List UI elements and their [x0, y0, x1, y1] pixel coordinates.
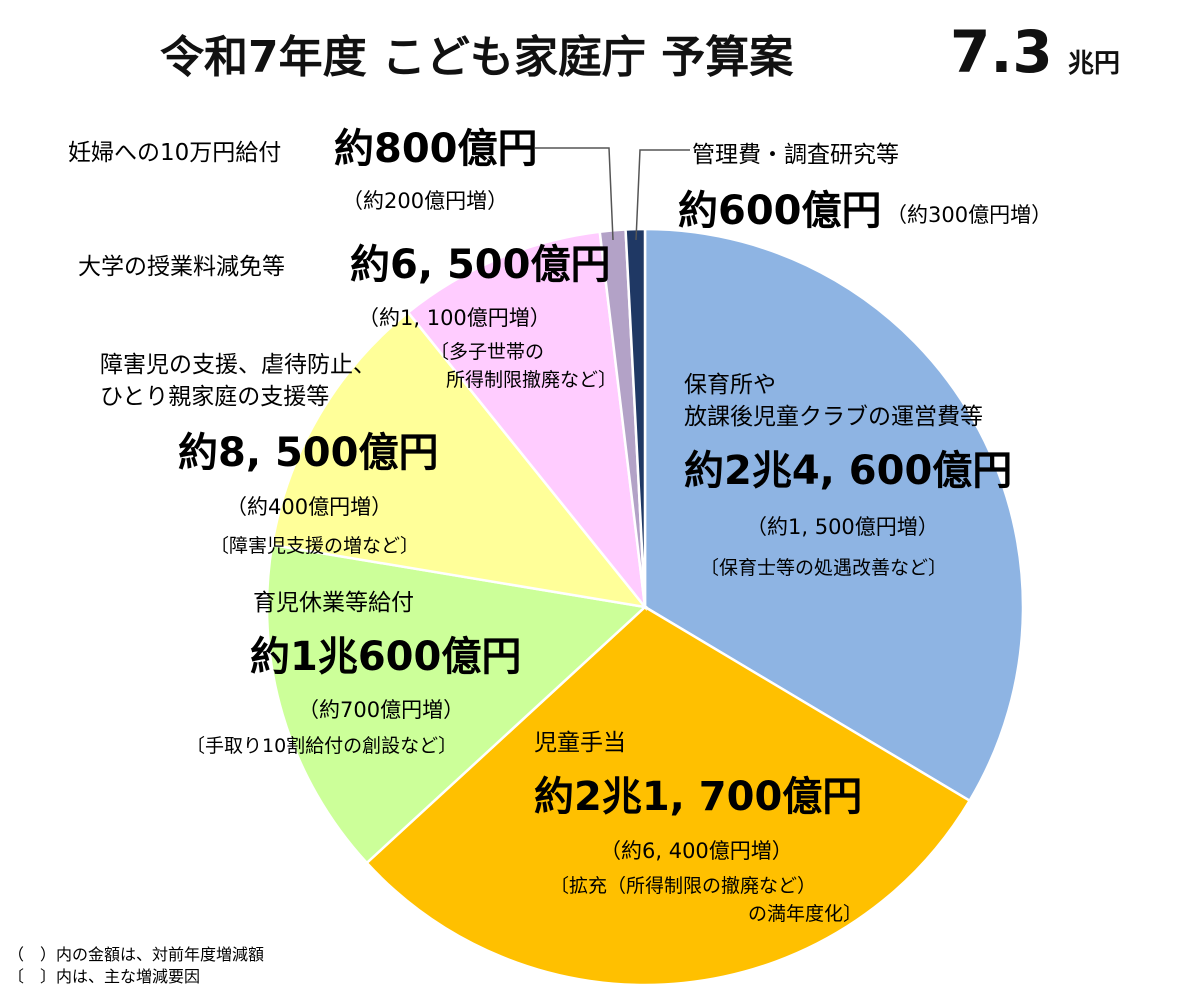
pie-slice-6: [624, 227, 647, 608]
slice-amount: 約600億円: [678, 188, 882, 234]
slice-change: （約1, 100億円増）: [358, 306, 551, 330]
slice-amount: 約800億円: [334, 126, 538, 172]
label-group-university: 大学の授業料減免等 約6, 500億円 （約1, 100億円増） 〔多子世帯の …: [78, 242, 617, 391]
slice-change: （約200億円増）: [342, 189, 508, 213]
slice-label-line: 妊婦への10万円給付: [68, 140, 281, 166]
leader-line-maternity: [535, 147, 614, 241]
pie-slice-1: [365, 605, 972, 987]
slice-change: （約400億円増）: [226, 495, 392, 519]
slice-label-line: 児童手当: [534, 730, 626, 756]
label-group-maternity: 妊婦への10万円給付 約800億円 （約200億円増）: [68, 126, 538, 213]
label-group-parental-leave: 育児休業等給付 約1兆600億円 （約700億円増） 〔手取り10割給付の創設な…: [186, 590, 521, 757]
leader-line-admin: [635, 149, 690, 241]
chart-total-value: 7.3: [950, 18, 1053, 86]
pie-slice-4: [406, 230, 647, 612]
pie-slices: [265, 227, 1025, 987]
label-group-child-allowance: 児童手当 約2兆1, 700億円 （約6, 400億円増） 〔拡充（所得制限の撤…: [534, 730, 862, 925]
pie-slice-0: [643, 227, 1025, 803]
label-group-disability-support: 障害児の支援、虐待防止、 ひとり親家庭の支援等 約8, 500億円 （約400億…: [100, 352, 438, 557]
slice-reason: 〔保育士等の処遇改善など〕: [700, 557, 947, 579]
label-group-childcare: 保育所や 放課後児童クラブの運営費等 約2兆4, 600億円 （約1, 500億…: [684, 372, 1012, 579]
slice-amount: 約2兆4, 600億円: [684, 448, 1012, 494]
slice-label-line: ひとり親家庭の支援等: [100, 384, 329, 410]
slice-reason: 所得制限撤廃など〕: [446, 369, 617, 391]
slice-label-line: 保育所や: [684, 372, 776, 398]
slice-amount: 約6, 500億円: [350, 242, 610, 288]
pie-slice-2: [265, 543, 648, 865]
slice-amount: 約8, 500億円: [178, 430, 438, 476]
slice-change: （約300億円増）: [886, 203, 1052, 227]
slice-amount: 約2兆1, 700億円: [534, 774, 862, 820]
slice-reason: 〔障害児支援の増など〕: [210, 535, 419, 557]
pie-slice-3: [270, 310, 649, 609]
label-group-admin: 管理費・調査研究等 約600億円 （約300億円増）: [678, 142, 1052, 234]
footnote-amount: （ ）内の金額は、対前年度増減額: [8, 945, 264, 964]
slice-reason: 〔手取り10割給付の創設など〕: [186, 735, 457, 757]
slice-amount: 約1兆600億円: [250, 634, 521, 680]
slice-reason: 〔拡充（所得制限の撤廃など）: [550, 875, 816, 897]
slice-reason: の満年度化〕: [748, 903, 862, 925]
slice-label-line: 管理費・調査研究等: [692, 142, 899, 168]
slice-label-line: 育児休業等給付: [253, 590, 414, 616]
chart-total-unit: 兆円: [1068, 49, 1120, 79]
slice-reason: 〔多子世帯の: [430, 341, 544, 363]
slice-label-line: 障害児の支援、虐待防止、: [100, 352, 376, 378]
slice-label-line: 大学の授業料減免等: [78, 254, 285, 280]
slice-change: （約700億円増）: [298, 698, 464, 722]
slice-change: （約1, 500億円増）: [746, 515, 939, 539]
slice-label-line: 放課後児童クラブの運営費等: [684, 404, 983, 430]
footnote-reason: 〔 〕内は、主な増減要因: [8, 967, 200, 986]
chart-title: 令和7年度 こども家庭庁 予算案: [160, 32, 794, 83]
slice-change: （約6, 400億円増）: [600, 839, 793, 863]
